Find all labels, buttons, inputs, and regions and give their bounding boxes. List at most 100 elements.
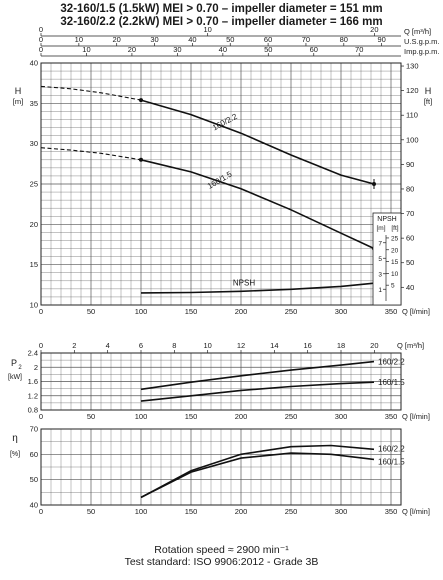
power-axis-subscript: 2: [18, 365, 22, 371]
x-axis-label: Q [l/min]: [402, 507, 430, 516]
y-axis-unit: [m]: [13, 97, 23, 106]
y-tick-label: 60: [30, 450, 38, 459]
series-label-npsh: NPSH: [233, 279, 255, 288]
top-axis-tick-label: 70: [355, 45, 363, 54]
top-axis-label: U.S.g.p.m.: [404, 37, 439, 46]
top-axis-label: Imp.g.p.m.: [404, 47, 439, 56]
power-top-tick-label: 6: [139, 341, 143, 350]
ft-axis-tick-label: 40: [406, 283, 414, 292]
top-axis-tick-label: 0: [39, 25, 43, 34]
top-axis-tick-label: 50: [226, 35, 234, 44]
npsh-ft-tick-label: 25: [391, 235, 399, 242]
power-top-axis-label: Q [m³/h]: [397, 341, 424, 350]
ft-axis-label: H: [425, 86, 432, 96]
power-curve-160-2-2: [140, 360, 375, 391]
top-axis-tick-label: 10: [75, 35, 83, 44]
top-axis-tick-label: 40: [188, 35, 196, 44]
x-tick-label: 250: [285, 307, 298, 316]
x-tick-label: 50: [87, 507, 95, 516]
x-tick-label: 0: [39, 507, 43, 516]
power-series-label: 160/2.2: [378, 358, 405, 367]
top-axis-tick-label: 30: [173, 45, 181, 54]
top-axis-tick-label: 60: [310, 45, 318, 54]
y-tick-label: 40: [30, 59, 38, 68]
efficiency-axis-label: η: [12, 433, 18, 444]
rotation-speed-note: Rotation speed ≈ 2900 min⁻¹: [154, 544, 289, 556]
y-tick-label: 30: [30, 139, 38, 148]
npsh-ft-tick-label: 20: [391, 247, 399, 254]
npsh-axis-box: [372, 212, 402, 306]
y-tick-label: 10: [30, 301, 38, 310]
efficiency-axis-unit: [%]: [10, 451, 20, 458]
x-tick-label: 50: [87, 412, 95, 421]
series-label-160-2-2: 160/2.2: [211, 112, 239, 133]
y-axis-label: H: [15, 86, 22, 96]
x-tick-label: 150: [185, 307, 198, 316]
power-top-tick-label: 16: [304, 341, 312, 350]
power-axis-label: P: [11, 358, 17, 368]
x-tick-label: 100: [135, 507, 148, 516]
ft-axis-tick-label: 60: [406, 234, 414, 243]
power-series-label: 160/1.5: [378, 378, 405, 387]
top-axis-tick-label: 50: [264, 45, 272, 54]
head-curve-160-1-5: [140, 159, 375, 250]
npsh-ft-tick-label: 15: [391, 259, 399, 266]
top-axis-tick-label: 0: [39, 35, 43, 44]
x-tick-label: 50: [87, 307, 95, 316]
npsh-ft-tick-label: 10: [391, 271, 399, 278]
top-axis-tick-label: 70: [302, 35, 310, 44]
efficiency-curve-160-2-2: [140, 444, 375, 499]
top-axis-tick-label: 10: [203, 25, 211, 34]
x-axis-label: Q [l/min]: [402, 412, 430, 421]
top-axis-tick-label: 30: [150, 35, 158, 44]
ft-axis-tick-label: 130: [406, 62, 419, 71]
series-label-160-1-5: 160/1.5: [206, 169, 234, 190]
npsh-axis-m-unit: [m]: [376, 225, 385, 232]
y-tick-label: 40: [30, 501, 38, 510]
x-tick-label: 300: [335, 507, 348, 516]
x-tick-label: 100: [135, 307, 148, 316]
ft-axis-tick-label: 50: [406, 258, 414, 267]
curve-marker: [139, 98, 143, 103]
ft-axis-tick-label: 90: [406, 160, 414, 169]
x-tick-label: 350: [385, 507, 398, 516]
power-top-tick-label: 18: [337, 341, 345, 350]
x-tick-label: 150: [185, 507, 198, 516]
efficiency-series-label: 160/2.2: [378, 444, 405, 453]
x-tick-label: 300: [335, 307, 348, 316]
x-tick-label: 300: [335, 412, 348, 421]
top-axis-tick-label: 20: [128, 45, 136, 54]
top-axis-tick-label: 20: [370, 25, 378, 34]
power-top-tick-label: 20: [370, 341, 378, 350]
x-tick-label: 0: [39, 412, 43, 421]
chart-title-line-1: 32-160/1.5 (1.5kW) MEI > 0.70 – impeller…: [60, 3, 383, 15]
y-tick-label: 20: [30, 220, 38, 229]
power-top-tick-label: 0: [39, 341, 43, 350]
ft-axis-tick-label: 100: [406, 135, 419, 144]
power-axis-unit: [kW]: [8, 374, 22, 381]
top-axis-tick-label: 40: [219, 45, 227, 54]
top-axis-tick-label: 80: [340, 35, 348, 44]
ft-axis-tick-label: 70: [406, 209, 414, 218]
x-tick-label: 150: [185, 412, 198, 421]
plot-frame: [40, 428, 402, 506]
ft-axis-tick-label: 80: [406, 184, 414, 193]
test-standard-note: Test standard: ISO 9906:2012 - Grade 3B: [124, 556, 319, 568]
power-top-tick-label: 2: [72, 341, 76, 350]
power-top-tick-label: 10: [203, 341, 211, 350]
ft-axis-tick-label: 120: [406, 86, 419, 95]
x-tick-label: 100: [135, 412, 148, 421]
x-tick-label: 200: [235, 507, 248, 516]
y-tick-label: 1.2: [28, 391, 38, 400]
y-tick-label: 15: [30, 260, 38, 269]
y-tick-label: 35: [30, 99, 38, 108]
y-tick-label: 1.6: [28, 377, 38, 386]
y-tick-label: 2.4: [28, 349, 38, 358]
efficiency-series-label: 160/1.5: [378, 457, 405, 466]
top-axis-tick-label: 20: [113, 35, 121, 44]
x-tick-label: 0: [39, 307, 43, 316]
y-tick-label: 70: [30, 425, 38, 434]
top-axis-label: Q [m³/h]: [404, 27, 431, 36]
ft-axis-tick-label: 110: [406, 111, 418, 120]
